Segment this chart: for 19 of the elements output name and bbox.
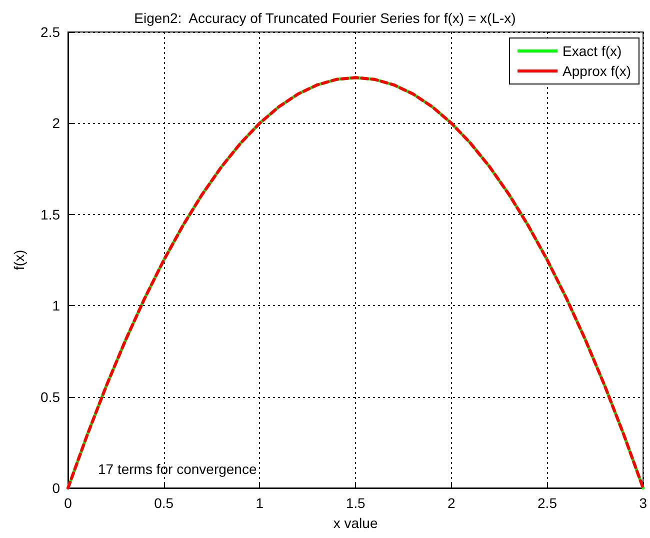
- x-tick-label: 2.5: [538, 495, 558, 511]
- y-tick-label: 2.5: [40, 24, 60, 40]
- y-tick-label: 0.5: [40, 388, 60, 405]
- x-tick-label: 0: [64, 495, 72, 511]
- y-tick-label: 1.5: [40, 206, 60, 222]
- x-tick-label: 0.5: [154, 495, 174, 511]
- x-tick-label: 2: [448, 495, 456, 511]
- y-axis-title: f(x): [11, 250, 27, 270]
- annotation: 17 terms for convergence: [98, 461, 257, 477]
- y-tick-label: 1: [52, 298, 60, 314]
- y-tick-label: 2: [52, 115, 60, 132]
- x-axis-title: x value: [333, 515, 378, 531]
- legend-label: Exact f(x): [562, 43, 622, 59]
- x-tick-label: 1: [256, 495, 264, 511]
- x-tick-label: 3: [639, 495, 648, 511]
- x-tick-label: 1.5: [346, 495, 366, 511]
- legend-label: Approx f(x): [562, 63, 632, 79]
- y-tick-label: 0: [52, 480, 60, 496]
- chart-title: Eigen2: Accuracy of Truncated Fourier Series for f(x) = x(L-x): [134, 10, 516, 26]
